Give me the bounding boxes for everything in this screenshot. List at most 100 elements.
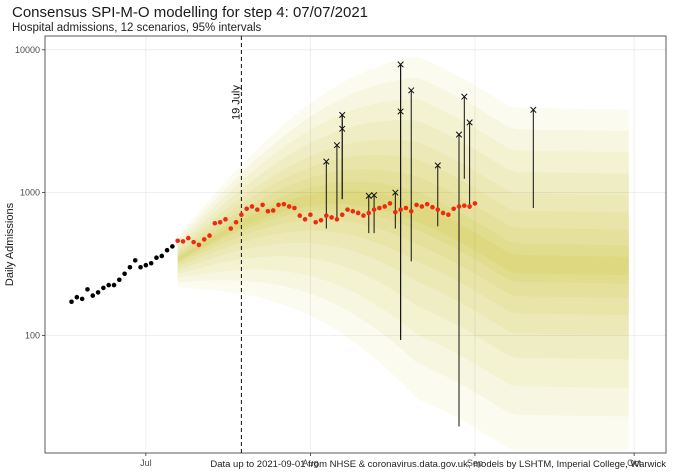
scenario-band-6 <box>177 154 629 316</box>
observed-point-red <box>435 207 441 212</box>
observed-point-red <box>334 217 340 222</box>
marker-stroke <box>339 125 346 132</box>
y-tick-label: 1000 <box>20 188 40 198</box>
model-points <box>323 61 537 427</box>
observed-point-red <box>292 205 297 211</box>
scenario-band-9 <box>177 190 629 276</box>
marker-stroke <box>323 158 330 165</box>
observed-point-red <box>297 213 303 218</box>
observed-point-red <box>223 217 228 222</box>
observed-point-red <box>201 237 207 242</box>
data-source-caption: Data up to 2021-09-01 from NHSE & corona… <box>210 459 666 470</box>
scenario-band-7 <box>177 169 629 298</box>
x-tick-label: Sep <box>467 458 483 468</box>
observed-point-red <box>451 206 456 212</box>
observed-point-black <box>79 296 85 302</box>
plot-background <box>44 35 667 454</box>
observed-point-black <box>106 282 111 288</box>
observed-point-black <box>95 290 101 295</box>
y-tick-label: 10000 <box>15 45 40 55</box>
observed-point-red <box>228 226 234 231</box>
model-point-marker <box>365 192 372 199</box>
axes: Jul Aug Sep Oct 100 1000 10000 Daily Admissions <box>4 45 642 468</box>
observed-point-black <box>143 262 149 268</box>
observed-point-red <box>255 207 260 212</box>
marker-stroke <box>434 162 441 169</box>
observed-point-black <box>85 287 90 292</box>
marker-stroke <box>408 87 415 94</box>
observed-point-red <box>462 203 467 208</box>
model-point-marker <box>323 158 330 165</box>
observed-point-red <box>419 204 425 209</box>
scenario-band-5 <box>177 139 629 336</box>
observed-point-black <box>138 264 143 270</box>
observed-point-red <box>212 220 218 226</box>
marker-stroke <box>455 131 463 138</box>
observed-point-black <box>132 258 138 263</box>
observed-point-red <box>382 204 387 209</box>
observed-point-red <box>371 207 377 212</box>
observed-point-red <box>276 202 281 208</box>
observed-point-black <box>101 285 106 291</box>
observed-point-red <box>270 208 276 213</box>
observed-point-black <box>148 260 154 266</box>
observed-point-red <box>446 212 451 218</box>
observed-point-red <box>355 210 361 216</box>
observed-point-red <box>260 202 265 208</box>
scenario-band-1 <box>177 56 629 451</box>
observed-point-red <box>472 201 478 206</box>
observed-point-red <box>324 213 329 218</box>
observed-point-red <box>387 201 393 206</box>
observed-point-red <box>175 238 180 244</box>
y-axis-label: Daily Admissions <box>4 202 16 286</box>
observed-point-red <box>281 201 287 207</box>
observed-point-red <box>308 212 313 218</box>
observed-point-black <box>154 255 159 260</box>
observed-point-red <box>196 242 202 248</box>
model-point-marker <box>392 189 399 196</box>
marker-stroke <box>392 189 399 196</box>
marker-stroke <box>530 106 537 113</box>
scenario-band-3 <box>177 99 629 389</box>
observed-point-black <box>69 299 74 305</box>
observed-point-red <box>329 215 334 220</box>
observed-point-red <box>180 239 186 244</box>
projection-bands <box>177 56 629 451</box>
observed-point-black <box>122 271 127 277</box>
marker-stroke <box>397 108 404 115</box>
observed-point-red <box>217 219 223 225</box>
observed-points <box>69 201 478 305</box>
observed-point-red <box>366 210 372 216</box>
observed-point-red <box>408 208 414 214</box>
observed-point-red <box>244 206 249 212</box>
grid-lines <box>45 36 666 453</box>
observed-point-red <box>414 202 419 208</box>
observed-point-red <box>440 210 446 216</box>
model-point-marker <box>333 141 341 149</box>
scenario-band-2 <box>177 78 629 417</box>
observed-point-red <box>377 205 382 211</box>
observed-point-red <box>424 201 430 207</box>
observed-point-red <box>239 212 244 218</box>
chart-title: Consensus SPI-M-O modelling for step 4: … <box>12 4 369 21</box>
marker-stroke <box>370 191 378 199</box>
observed-point-red <box>430 204 435 210</box>
x-tick-label: Jul <box>140 458 152 468</box>
observed-point-black <box>90 293 96 298</box>
observed-point-red <box>186 235 191 241</box>
observed-point-red <box>207 233 212 238</box>
x-tick-label: Aug <box>302 458 318 468</box>
model-point-marker <box>370 191 378 199</box>
scenario-band-4 <box>177 120 629 360</box>
marker-stroke <box>333 141 341 149</box>
model-point-marker <box>530 106 537 113</box>
chart-subtitle: Hospital admissions, 12 scenarios, 95% i… <box>12 22 262 34</box>
july-19-marker: 19 July <box>230 36 242 453</box>
marker-stroke <box>466 119 473 126</box>
model-point-marker <box>434 162 441 169</box>
model-point-marker <box>466 119 473 126</box>
observed-point-red <box>265 208 271 214</box>
observed-point-red <box>313 219 318 225</box>
observed-point-red <box>350 208 356 214</box>
